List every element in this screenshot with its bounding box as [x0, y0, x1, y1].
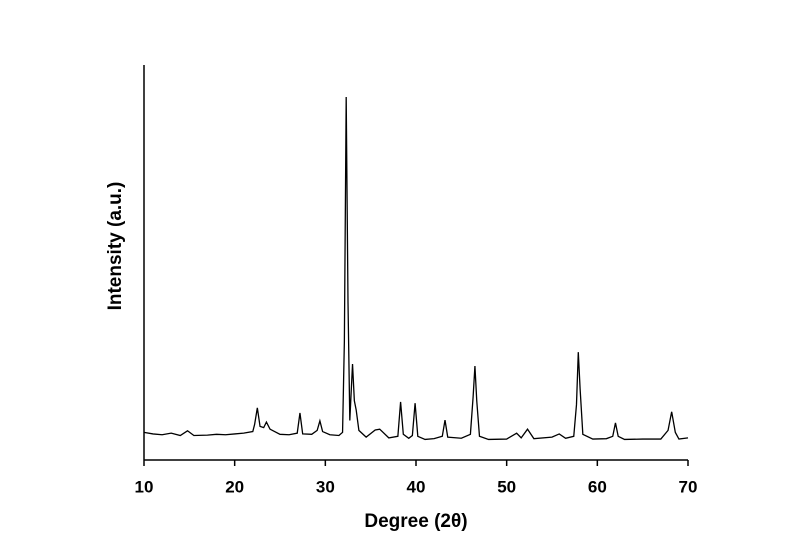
- y-axis-label: Intensity (a.u.): [105, 182, 126, 311]
- x-tick-label: 70: [679, 477, 698, 496]
- data-line: [143, 96, 689, 441]
- x-axis-label: Degree (2θ): [364, 511, 467, 532]
- x-tick-label: 60: [588, 477, 607, 496]
- x-tick-label: 50: [497, 477, 516, 496]
- x-tick-label: 40: [407, 477, 426, 496]
- x-tick-label: 30: [316, 477, 335, 496]
- x-tick-label: 20: [225, 477, 244, 496]
- x-tick-label: 10: [135, 477, 154, 496]
